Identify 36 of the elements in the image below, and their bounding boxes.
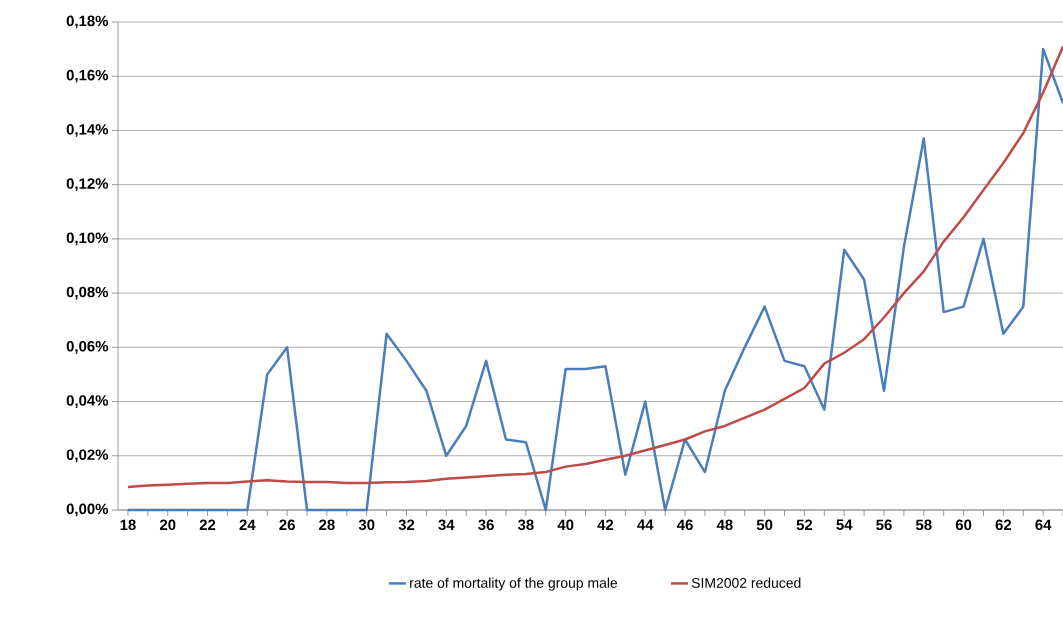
x-tick-label: 64 bbox=[1035, 519, 1052, 531]
x-tick-label: 38 bbox=[517, 519, 534, 531]
x-tick-label: 60 bbox=[955, 519, 972, 531]
y-tick-label: 0,10% bbox=[66, 232, 109, 246]
x-tick-label: 26 bbox=[279, 519, 295, 531]
x-tick-label: 24 bbox=[239, 519, 256, 530]
x-tick-label: 56 bbox=[876, 519, 892, 531]
y-tick-label: 0,18% bbox=[66, 15, 109, 29]
legend-label: SIM2002 reduced bbox=[691, 577, 801, 588]
y-tick-label: 0,04% bbox=[66, 395, 109, 408]
y-tick-label: 0,00% bbox=[66, 503, 109, 517]
x-tick-label: 18 bbox=[120, 519, 136, 531]
x-tick-label: 62 bbox=[995, 519, 1012, 531]
x-tick-label: 30 bbox=[358, 519, 375, 531]
y-tick-label: 0,06% bbox=[66, 340, 109, 354]
x-tick-label: 54 bbox=[836, 519, 853, 530]
y-tick-label: 0,14% bbox=[66, 124, 109, 137]
x-tick-label: 20 bbox=[159, 519, 176, 531]
x-tick-label: 40 bbox=[557, 519, 574, 531]
x-tick-label: 32 bbox=[398, 519, 415, 531]
x-tick-label: 44 bbox=[637, 519, 654, 530]
x-tick-label: 48 bbox=[716, 519, 733, 531]
x-tick-label: 42 bbox=[597, 519, 614, 530]
y-tick-label: 0,16% bbox=[66, 69, 109, 83]
x-tick-label: 36 bbox=[478, 519, 494, 531]
x-tick-label: 58 bbox=[915, 519, 932, 531]
x-tick-label: 22 bbox=[199, 519, 216, 530]
x-tick-label: 50 bbox=[756, 519, 773, 531]
x-tick-label: 28 bbox=[319, 519, 335, 531]
y-tick-label: 0,12% bbox=[66, 178, 109, 192]
y-tick-label: 0,02% bbox=[66, 449, 109, 463]
x-tick-label: 52 bbox=[796, 519, 813, 531]
x-tick-label: 46 bbox=[676, 519, 693, 531]
legend-label: rate of mortality of the group male bbox=[410, 577, 618, 591]
x-tick-label: 34 bbox=[438, 519, 455, 531]
y-tick-label: 0,08% bbox=[66, 286, 109, 300]
